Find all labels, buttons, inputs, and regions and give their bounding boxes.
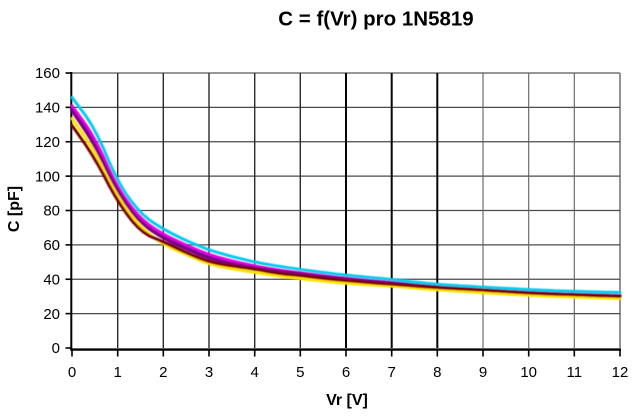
svg-text:160: 160	[35, 65, 60, 82]
svg-text:0: 0	[52, 340, 60, 357]
svg-text:1: 1	[114, 364, 122, 381]
svg-text:9: 9	[479, 364, 487, 381]
svg-text:3: 3	[205, 364, 213, 381]
svg-text:120: 120	[35, 134, 60, 151]
svg-text:12: 12	[612, 364, 629, 381]
svg-text:100: 100	[35, 168, 60, 185]
svg-text:4: 4	[251, 364, 259, 381]
svg-text:40: 40	[43, 271, 60, 288]
svg-text:C = f(Vr) pro 1N5819: C = f(Vr) pro 1N5819	[278, 8, 473, 31]
svg-text:10: 10	[520, 364, 537, 381]
svg-text:Vr [V]: Vr [V]	[326, 392, 368, 409]
svg-text:C [pF]: C [pF]	[6, 186, 23, 232]
svg-text:8: 8	[433, 364, 441, 381]
svg-text:140: 140	[35, 100, 60, 117]
svg-text:11: 11	[567, 364, 583, 381]
svg-text:7: 7	[388, 364, 396, 381]
svg-text:5: 5	[296, 364, 304, 381]
svg-text:60: 60	[43, 237, 60, 254]
svg-text:2: 2	[159, 364, 167, 381]
svg-text:0: 0	[68, 364, 76, 381]
svg-text:80: 80	[43, 203, 60, 220]
svg-text:20: 20	[43, 306, 60, 323]
svg-text:6: 6	[342, 364, 350, 381]
